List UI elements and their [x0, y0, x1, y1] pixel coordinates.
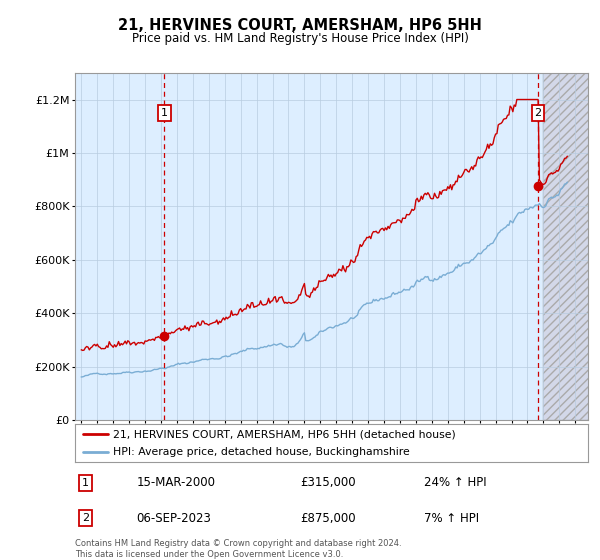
Text: 21, HERVINES COURT, AMERSHAM, HP6 5HH: 21, HERVINES COURT, AMERSHAM, HP6 5HH: [118, 18, 482, 34]
Text: 24% ↑ HPI: 24% ↑ HPI: [424, 476, 487, 489]
Bar: [544, 73, 600, 420]
Text: 7% ↑ HPI: 7% ↑ HPI: [424, 512, 479, 525]
Text: Price paid vs. HM Land Registry's House Price Index (HPI): Price paid vs. HM Land Registry's House …: [131, 32, 469, 45]
Text: £315,000: £315,000: [301, 476, 356, 489]
Bar: [544, 73, 600, 420]
Text: 06-SEP-2023: 06-SEP-2023: [137, 512, 211, 525]
Text: 2: 2: [82, 513, 89, 523]
Text: 1: 1: [82, 478, 89, 488]
Text: Contains HM Land Registry data © Crown copyright and database right 2024.
This d: Contains HM Land Registry data © Crown c…: [75, 539, 401, 559]
Text: 1: 1: [161, 108, 168, 118]
Text: HPI: Average price, detached house, Buckinghamshire: HPI: Average price, detached house, Buck…: [113, 447, 410, 458]
Text: 2: 2: [535, 108, 542, 118]
Text: 21, HERVINES COURT, AMERSHAM, HP6 5HH (detached house): 21, HERVINES COURT, AMERSHAM, HP6 5HH (d…: [113, 429, 456, 439]
Text: 15-MAR-2000: 15-MAR-2000: [137, 476, 215, 489]
Text: £875,000: £875,000: [301, 512, 356, 525]
